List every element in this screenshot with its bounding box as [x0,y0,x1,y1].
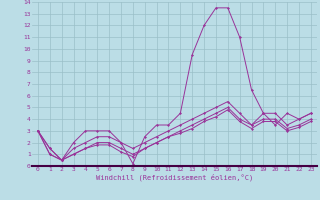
X-axis label: Windchill (Refroidissement éolien,°C): Windchill (Refroidissement éolien,°C) [96,174,253,181]
